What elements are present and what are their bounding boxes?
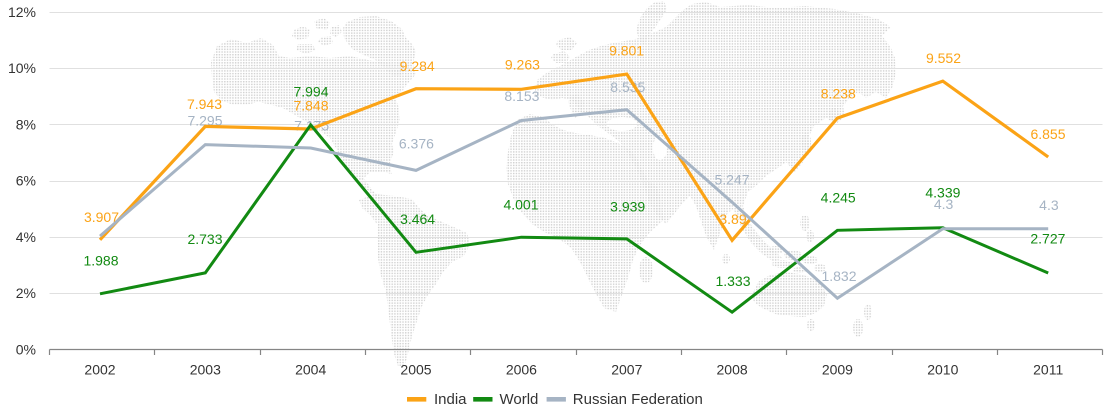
- svg-text:9.263: 9.263: [505, 57, 540, 73]
- svg-text:7.295: 7.295: [187, 113, 222, 129]
- svg-text:4.3: 4.3: [934, 196, 954, 212]
- svg-text:12%: 12%: [8, 4, 36, 20]
- svg-text:0%: 0%: [16, 341, 36, 357]
- svg-text:8.238: 8.238: [821, 86, 856, 102]
- svg-text:4.245: 4.245: [821, 190, 856, 206]
- svg-text:2011: 2011: [1033, 362, 1063, 378]
- svg-text:6.855: 6.855: [1030, 126, 1065, 142]
- svg-text:4.339: 4.339: [925, 185, 960, 201]
- svg-text:10%: 10%: [8, 60, 36, 76]
- svg-text:6.376: 6.376: [399, 136, 434, 152]
- svg-text:7.848: 7.848: [293, 98, 328, 114]
- svg-text:9.552: 9.552: [926, 50, 961, 66]
- svg-text:5.247: 5.247: [714, 171, 749, 187]
- svg-text:2010: 2010: [927, 362, 958, 378]
- svg-text:8%: 8%: [16, 117, 36, 133]
- svg-text:2%: 2%: [16, 285, 36, 301]
- svg-text:1.832: 1.832: [821, 268, 856, 284]
- svg-text:2005: 2005: [400, 362, 431, 378]
- svg-text:3.939: 3.939: [610, 199, 645, 215]
- svg-text:9.801: 9.801: [609, 43, 644, 59]
- svg-text:7.943: 7.943: [187, 96, 222, 112]
- svg-text:4.001: 4.001: [503, 197, 538, 213]
- svg-text:4.3: 4.3: [1039, 197, 1059, 213]
- svg-text:World: World: [500, 391, 539, 408]
- svg-text:2.727: 2.727: [1030, 230, 1065, 246]
- svg-text:3.464: 3.464: [400, 211, 435, 227]
- svg-text:Russian Federation: Russian Federation: [573, 391, 703, 408]
- svg-text:2006: 2006: [506, 362, 537, 378]
- svg-text:9.284: 9.284: [400, 58, 435, 74]
- svg-text:2002: 2002: [84, 362, 115, 378]
- svg-text:8.153: 8.153: [504, 88, 539, 104]
- svg-text:2.733: 2.733: [187, 231, 222, 247]
- svg-text:2007: 2007: [611, 362, 642, 378]
- svg-text:4%: 4%: [16, 229, 36, 245]
- svg-text:3.89: 3.89: [719, 211, 746, 227]
- svg-text:2003: 2003: [190, 362, 221, 378]
- svg-text:2004: 2004: [295, 362, 326, 378]
- svg-text:India: India: [434, 391, 467, 408]
- svg-text:1.988: 1.988: [83, 253, 118, 269]
- svg-text:1.333: 1.333: [715, 273, 750, 289]
- svg-text:2009: 2009: [822, 362, 853, 378]
- svg-text:7.994: 7.994: [293, 83, 328, 99]
- svg-text:2008: 2008: [717, 362, 748, 378]
- svg-text:6%: 6%: [16, 173, 36, 189]
- svg-text:3.907: 3.907: [84, 209, 119, 225]
